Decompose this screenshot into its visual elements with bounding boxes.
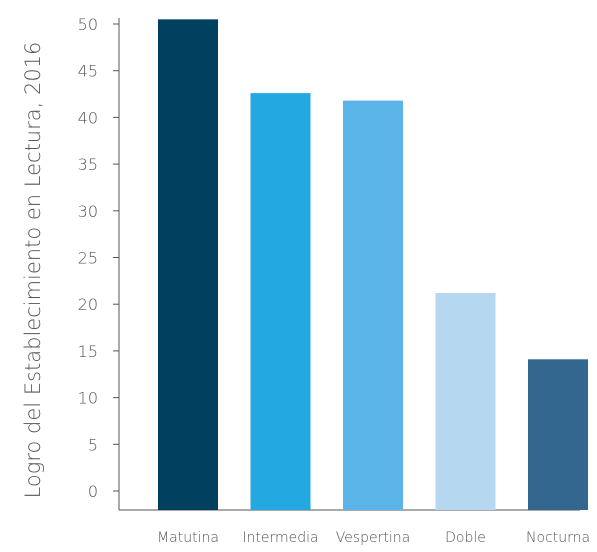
bar-vespertina [343, 100, 403, 510]
bar-nocturna [528, 359, 588, 510]
y-tick-label: 25 [78, 249, 98, 268]
y-tick-label: 15 [78, 342, 98, 361]
x-category-label: Doble [445, 530, 486, 546]
x-category-label: Intermedia [242, 530, 318, 546]
y-tick-label: 5 [88, 435, 98, 454]
x-category-label: Matutina [157, 530, 219, 546]
y-tick-label: 10 [78, 389, 98, 408]
bars-group [158, 19, 588, 511]
y-tick-label: 40 [78, 108, 98, 127]
y-tick-label: 50 [78, 15, 98, 34]
y-tick-label: 45 [78, 62, 98, 81]
y-tick-label: 20 [78, 295, 98, 314]
y-tick-label: 0 [88, 482, 98, 501]
y-axis-ticks: 0 5 10 15 20 25 30 35 40 45 50 [78, 15, 119, 501]
bar-doble [435, 292, 496, 510]
x-category-label: Vespertina [336, 530, 410, 546]
bar-intermedia [250, 93, 311, 510]
y-tick-label: 35 [78, 155, 98, 174]
y-axis-title: Logro del Establecimiento en Lectura, 20… [21, 42, 45, 499]
x-category-label: Nocturna [526, 530, 590, 546]
bar-matutina [158, 19, 218, 511]
y-tick-label: 30 [78, 202, 98, 221]
x-axis-labels: Matutina Intermedia Vespertina Doble Nocturn… [157, 530, 590, 546]
